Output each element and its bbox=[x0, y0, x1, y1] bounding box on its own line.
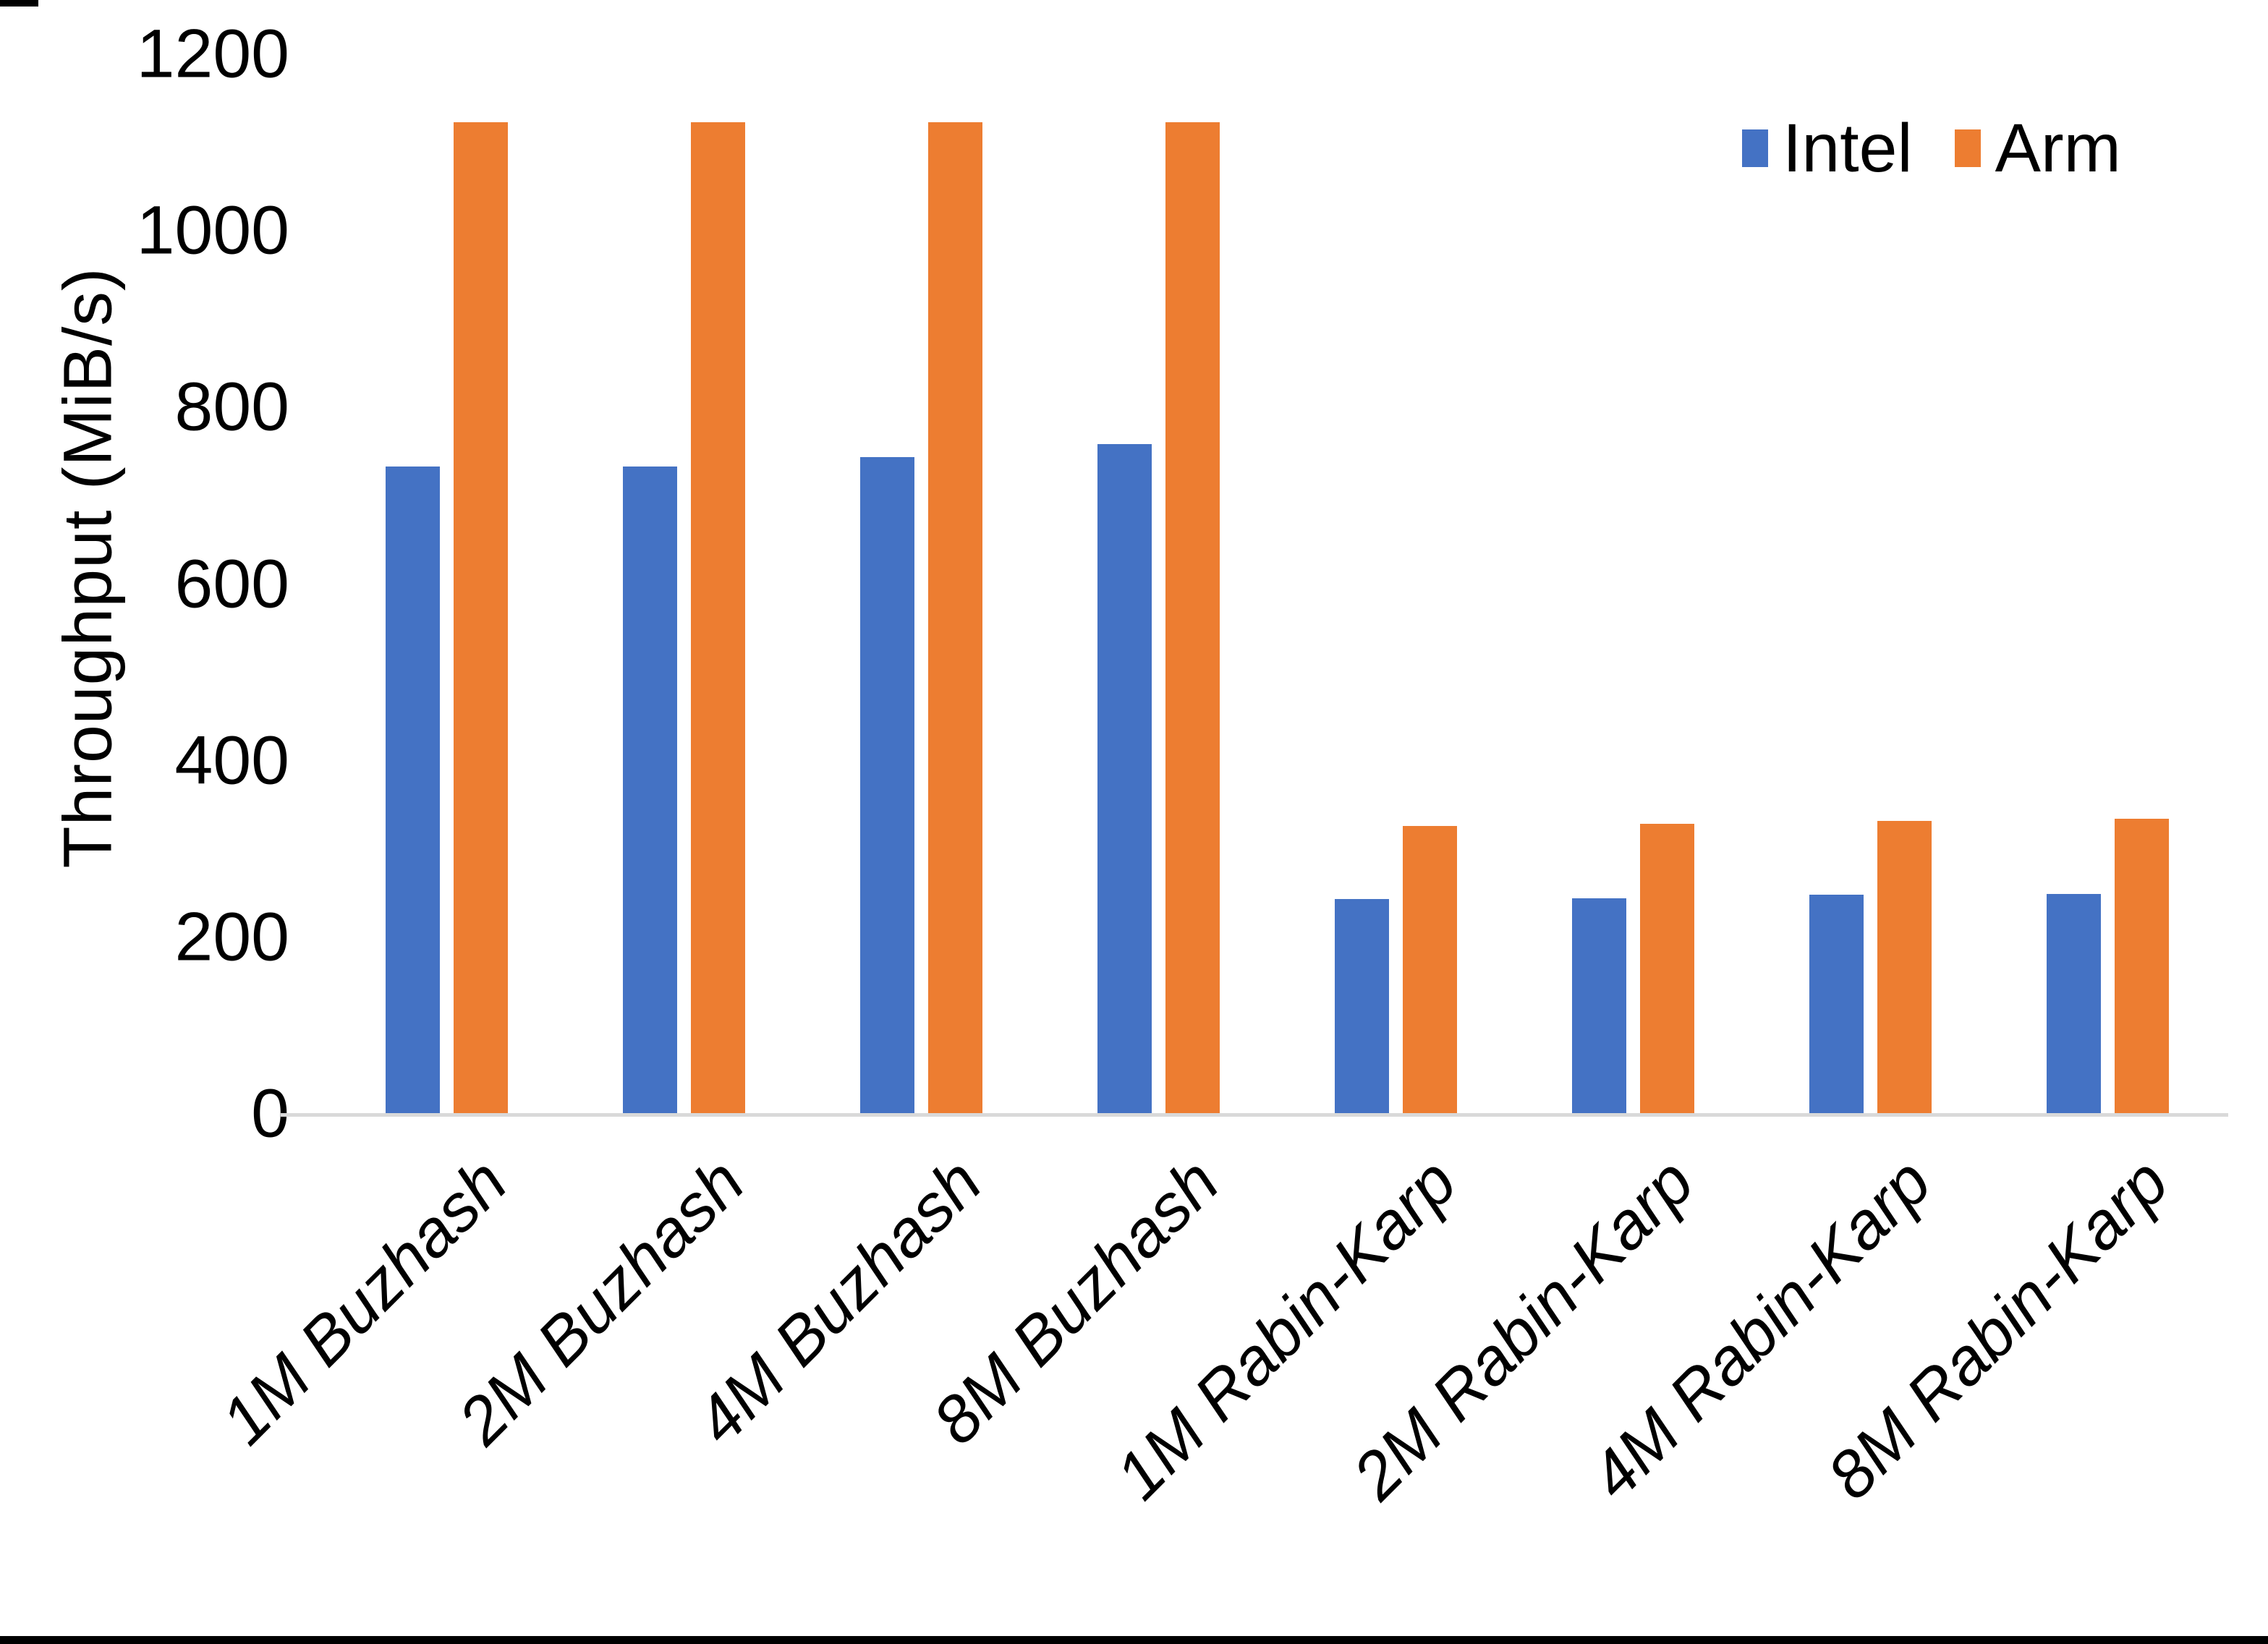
bar-arm-8m-buzhash bbox=[1165, 122, 1220, 1115]
y-tick-label-1000: 1000 bbox=[136, 192, 289, 269]
legend-item-arm: Arm bbox=[1954, 109, 2121, 187]
y-tick-label-800: 800 bbox=[174, 368, 289, 446]
legend-item-intel: Intel bbox=[1742, 114, 1913, 183]
bar-intel-8m-rabin-karp bbox=[2047, 893, 2102, 1115]
y-tick-label-200: 200 bbox=[174, 898, 289, 976]
legend: Intel Arm bbox=[1742, 114, 2121, 182]
y-tick-label-1200: 1200 bbox=[136, 15, 289, 93]
bar-intel-4m-buzhash bbox=[859, 457, 914, 1115]
arm-legend-label: Arm bbox=[1995, 109, 2121, 187]
y-tick-label-400: 400 bbox=[174, 721, 289, 798]
intel-legend-label: Intel bbox=[1783, 109, 1913, 187]
y-tick-label-600: 600 bbox=[174, 545, 289, 622]
screenshot-bottom-edge-artifact bbox=[0, 1636, 2268, 1644]
bar-arm-2m-rabin-karp bbox=[1640, 824, 1695, 1115]
x-axis-line bbox=[281, 1113, 2228, 1117]
bar-intel-1m-buzhash bbox=[385, 466, 440, 1115]
bar-arm-4m-buzhash bbox=[927, 122, 982, 1115]
bar-intel-4m-rabin-karp bbox=[1809, 894, 1864, 1115]
bar-intel-2m-buzhash bbox=[622, 466, 677, 1115]
bar-intel-8m-buzhash bbox=[1097, 444, 1152, 1115]
bar-arm-4m-rabin-karp bbox=[1877, 821, 1932, 1115]
bar-arm-2m-buzhash bbox=[690, 122, 745, 1115]
bar-arm-1m-rabin-karp bbox=[1403, 825, 1458, 1115]
screenshot-top-edge-artifact bbox=[0, 0, 38, 7]
arm-series-swatch-icon bbox=[1954, 129, 1981, 167]
y-tick-label-0: 0 bbox=[251, 1075, 289, 1152]
bar-arm-8m-rabin-karp bbox=[2115, 818, 2170, 1115]
bar-intel-2m-rabin-karp bbox=[1572, 898, 1627, 1115]
bar-intel-1m-rabin-karp bbox=[1335, 898, 1390, 1115]
bar-arm-1m-buzhash bbox=[453, 122, 508, 1115]
intel-series-swatch-icon bbox=[1742, 129, 1768, 167]
